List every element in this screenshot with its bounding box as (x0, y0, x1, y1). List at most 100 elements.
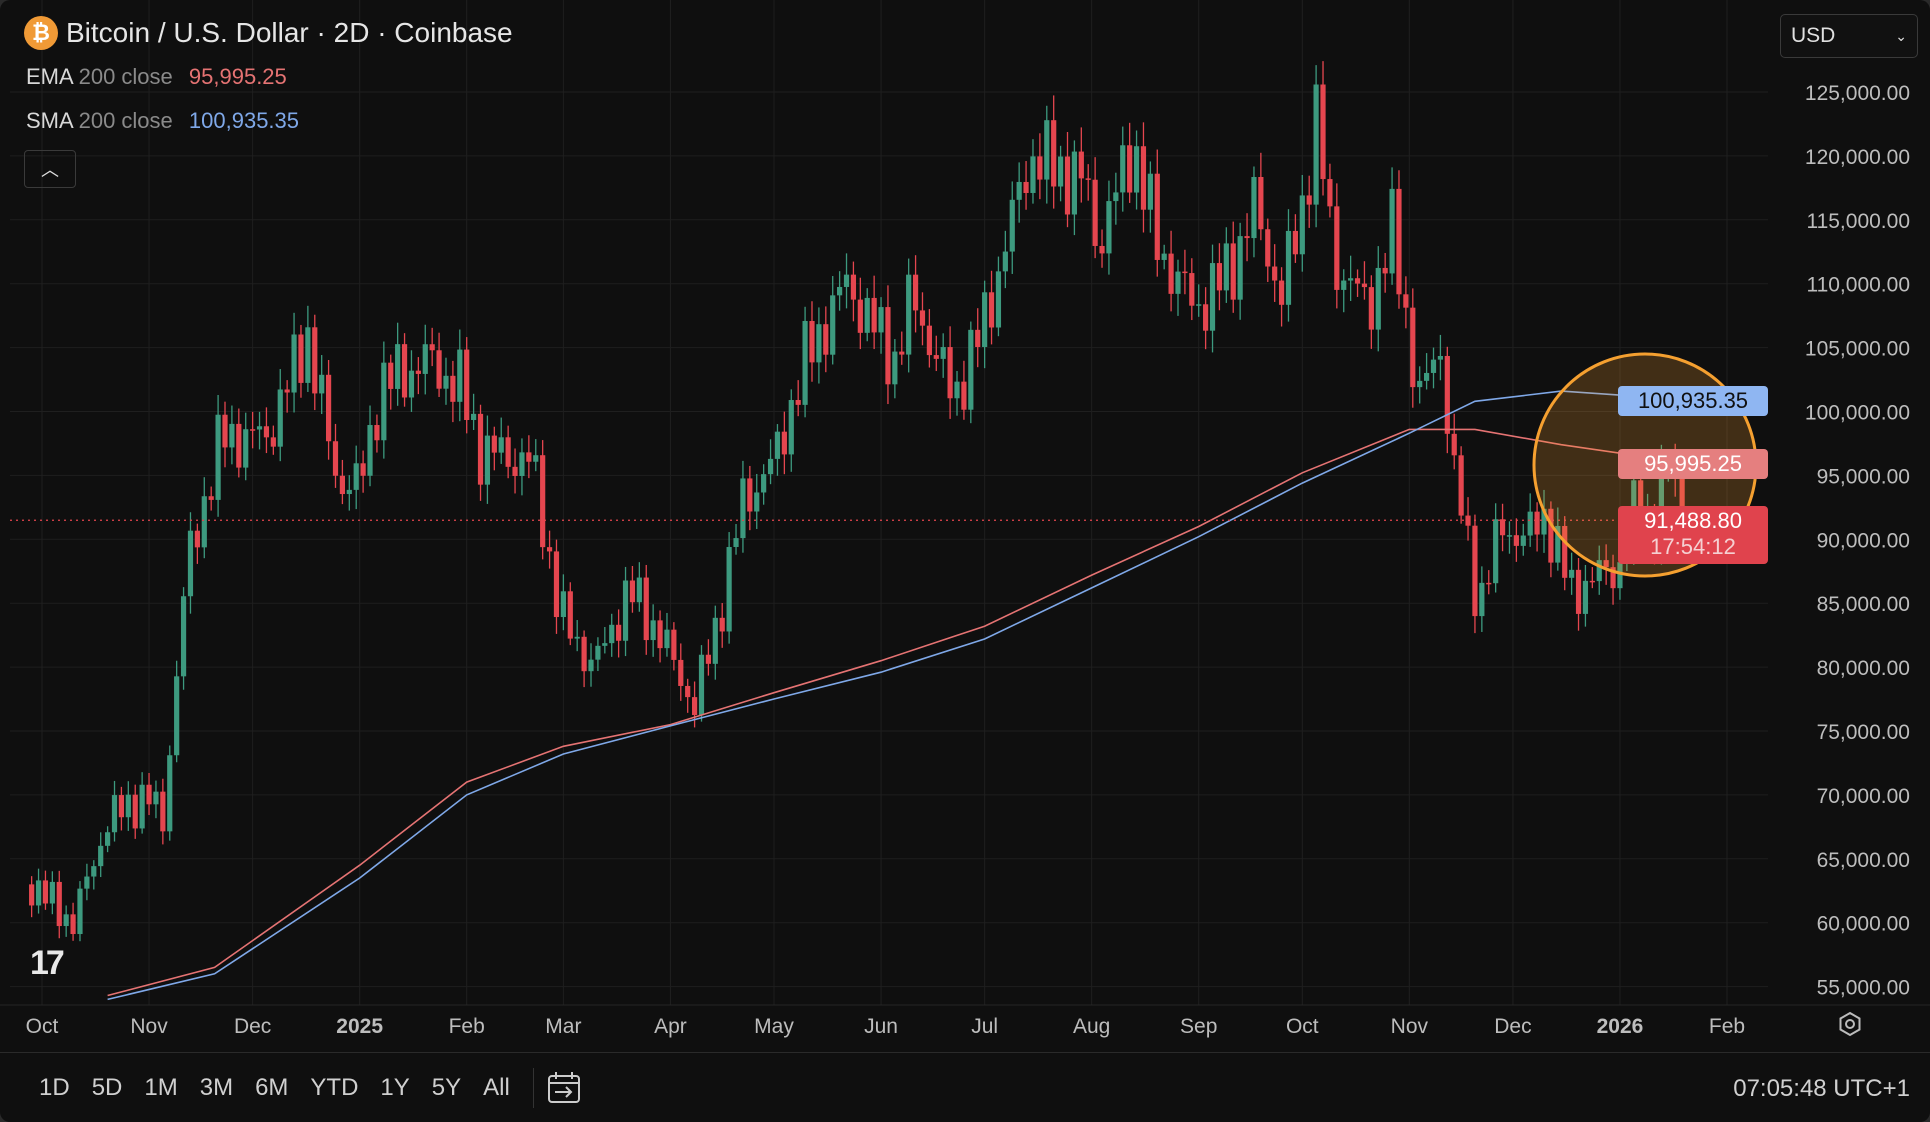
range-button-ytd[interactable]: YTD (310, 1074, 359, 1101)
candle-up (1569, 569, 1575, 578)
ema-price-tag: 95,995.25 (1618, 449, 1768, 479)
candle-up (864, 297, 870, 333)
candle-up (712, 617, 718, 664)
candle-up (319, 374, 325, 394)
y-tick-label: 70,000.00 (1817, 785, 1910, 808)
collapse-legend-button[interactable]: ︿ (24, 150, 76, 188)
candle-down (1486, 582, 1492, 585)
clock-timezone[interactable]: 07:05:48 UTC+1 (1733, 1075, 1910, 1102)
candle-up (726, 547, 732, 632)
candle-down (1396, 188, 1402, 295)
candle-down (1410, 307, 1416, 388)
range-button-5y[interactable]: 5Y (431, 1074, 462, 1101)
settings-gear-icon[interactable] (1836, 1010, 1864, 1038)
candle-down (1244, 236, 1250, 239)
candle-up (1527, 511, 1533, 536)
calendar-goto-date-icon[interactable] (546, 1070, 582, 1106)
x-tick-label: Jun (864, 1015, 898, 1038)
candle-up (843, 274, 850, 287)
candle-down (1023, 181, 1029, 193)
candle-up (1161, 253, 1167, 260)
ema-legend[interactable]: EMA 200 close 95,995.25 (26, 64, 287, 90)
x-tick-label: Aug (1073, 1015, 1110, 1038)
y-tick-label: 85,000.00 (1817, 593, 1910, 616)
x-tick-label: Feb (1709, 1015, 1745, 1038)
candle-down (899, 351, 905, 355)
candle-down (657, 620, 663, 649)
y-tick-label: 80,000.00 (1817, 657, 1910, 680)
candle-up (761, 474, 767, 493)
candle-up (1002, 251, 1008, 272)
candle-down (505, 437, 511, 467)
candle-down (1679, 477, 1685, 511)
candle-up (1506, 535, 1513, 537)
range-button-3m[interactable]: 3M (199, 1074, 234, 1101)
candle-up (968, 329, 974, 410)
candle-up (560, 591, 566, 618)
candle-up (35, 880, 42, 906)
candle-down (250, 429, 256, 431)
candle-down (857, 299, 863, 333)
x-tick-label: Nov (1391, 1015, 1429, 1038)
candle-down (1451, 433, 1457, 456)
candle-up (892, 351, 898, 385)
range-button-5d[interactable]: 5D (91, 1074, 123, 1101)
candle-down (70, 914, 76, 935)
candle-up (1030, 156, 1036, 193)
candle-up (229, 423, 235, 448)
candle-up (698, 654, 705, 716)
candle-down (208, 496, 214, 500)
candle-down (823, 324, 829, 355)
candle-down (705, 654, 712, 664)
candle-down (947, 347, 953, 399)
candle-down (42, 880, 49, 904)
candle-down (850, 274, 857, 300)
candle-down (1154, 173, 1160, 260)
currency-select[interactable]: USD ⌄ (1780, 14, 1918, 58)
y-tick-label: 125,000.00 (1805, 82, 1910, 105)
candle-down (1064, 156, 1071, 215)
price-chart[interactable]: 125,000.00 120,000.00 115,000.00 110,000.00… (0, 0, 1930, 1052)
candle-up (1175, 271, 1181, 294)
sma-legend[interactable]: SMA 200 close 100,935.35 (26, 108, 299, 134)
range-button-6m[interactable]: 6M (255, 1074, 289, 1101)
candle-down (747, 478, 753, 512)
range-button-1m[interactable]: 1M (144, 1074, 178, 1101)
range-button-all[interactable]: All (483, 1074, 510, 1101)
range-button-1y[interactable]: 1Y (380, 1074, 410, 1101)
chevron-up-icon: ︿ (41, 160, 59, 180)
candle-up (1285, 230, 1292, 305)
candle-down (464, 349, 470, 421)
candle-down (1575, 569, 1582, 614)
candle-up (754, 492, 760, 512)
candle-up (256, 426, 263, 430)
candle-up (187, 530, 194, 597)
candle-up (733, 538, 739, 548)
candle-up (408, 370, 415, 398)
candle-down (1265, 229, 1271, 267)
candle-up (367, 425, 373, 476)
range-buttons: 1D 5D 1M 3M 6M YTD 1Y 5Y All (28, 1074, 521, 1102)
candle-down (436, 350, 442, 389)
candle-down (1403, 294, 1409, 308)
y-tick-label: 65,000.00 (1817, 849, 1910, 872)
candle-up (243, 429, 249, 468)
candle-up (1596, 560, 1602, 582)
range-button-1d[interactable]: 1D (39, 1074, 70, 1101)
candle-down (1051, 120, 1057, 187)
y-tick-label: 105,000.00 (1805, 338, 1910, 361)
candle-up (1437, 355, 1444, 360)
tradingview-logo[interactable]: 17 (30, 944, 65, 982)
x-tick-label: Jul (971, 1015, 998, 1038)
candle-down (401, 344, 408, 398)
symbol-title[interactable]: Bitcoin / U.S. Dollar · 2D · Coinbase (66, 17, 513, 48)
candle-down (1189, 273, 1195, 306)
candle-down (360, 463, 366, 476)
candle-down (1037, 156, 1043, 180)
candle-down (1230, 243, 1236, 300)
sma-params: 200 close (78, 108, 173, 133)
candle-up (84, 876, 90, 889)
y-tick-label: 100,000.00 (1805, 402, 1910, 425)
candle-up (602, 643, 608, 646)
candle-down (415, 370, 421, 374)
